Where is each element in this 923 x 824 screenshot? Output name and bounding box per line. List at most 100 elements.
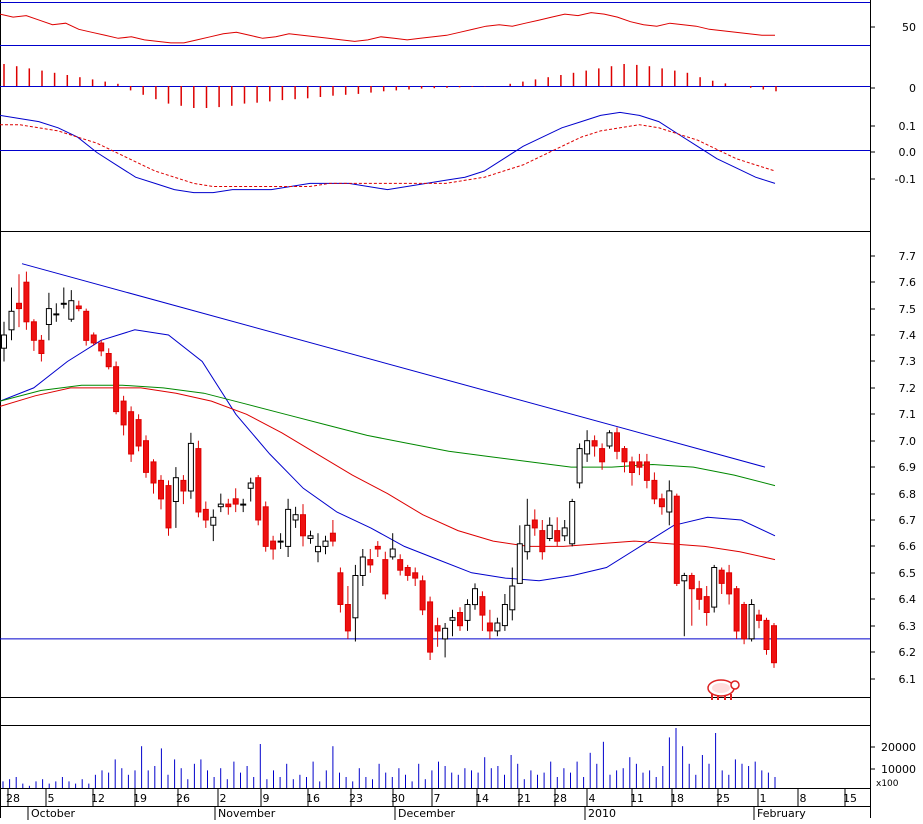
candle-body — [307, 535, 314, 539]
y-tick-label: 7.5 — [899, 303, 917, 316]
y-tick-label: 6.8 — [899, 488, 917, 501]
y-tick-label: 6.5 — [899, 567, 917, 580]
trendline-line — [21, 263, 766, 468]
candle-body — [629, 461, 635, 473]
y-tick-label: 6.7 — [899, 514, 917, 527]
x-tick-label: 19 — [133, 792, 147, 805]
y-tick-label: 7.4 — [899, 329, 917, 342]
candle-body — [8, 310, 15, 331]
candle-body — [479, 596, 486, 616]
moving-average-line — [0, 329, 776, 582]
candle-body — [576, 448, 583, 484]
candle-body — [569, 501, 576, 545]
candle-body — [748, 604, 755, 640]
candle-body — [771, 625, 777, 664]
candle-body — [486, 622, 493, 632]
candle-body — [531, 519, 538, 529]
candle-body — [374, 545, 381, 550]
candle-body — [591, 440, 598, 447]
x-tick-label: 5 — [48, 792, 55, 805]
candle-body — [232, 498, 239, 505]
candle-body — [606, 432, 613, 447]
candle-body — [756, 614, 762, 621]
candle-body — [524, 524, 531, 553]
candle-body — [434, 625, 441, 632]
candle-body — [23, 281, 30, 323]
candle-body — [277, 540, 284, 543]
month-label: February — [757, 807, 806, 820]
candle-body — [16, 302, 22, 310]
candle-body — [673, 495, 680, 584]
candle-body — [472, 588, 478, 606]
x-tick-label: 26 — [176, 792, 190, 805]
candle-body — [120, 400, 127, 426]
candle-body — [98, 342, 105, 352]
y-tick-label: 6.1 — [899, 673, 917, 686]
candle-body — [367, 559, 374, 566]
y-tick-label: 6.9 — [899, 461, 917, 474]
y-tick-label: -0.1 — [895, 173, 916, 186]
month-label: 2010 — [588, 807, 616, 820]
volume-panel — [2, 728, 776, 788]
candle-body — [658, 498, 665, 508]
y-tick-label: 6.2 — [899, 646, 917, 659]
candle-body — [45, 308, 52, 326]
y-tick-label: 0.1 — [899, 120, 917, 133]
candle-body — [38, 339, 45, 354]
x-tick-label: 16 — [306, 792, 320, 805]
candle-body — [651, 479, 658, 500]
candle-body — [561, 527, 568, 537]
candle-body — [703, 596, 710, 613]
candle-body — [494, 622, 501, 632]
candle-body — [359, 556, 366, 576]
candle-body — [60, 302, 67, 305]
bear-logo-icon — [707, 679, 740, 700]
y-tick-label: 6.6 — [899, 540, 917, 553]
candle-body — [262, 506, 269, 547]
y-tick-label: 7.0 — [899, 435, 917, 448]
x-tick-label: 18 — [670, 792, 684, 805]
moving-average-line — [0, 387, 776, 561]
y-tick-label: 7.3 — [899, 355, 917, 368]
x-tick-label: 28 — [553, 792, 567, 805]
candle-body — [733, 588, 740, 632]
x-tick-label: 2 — [220, 792, 227, 805]
x-tick-label: 1 — [760, 792, 767, 805]
macd-histogram-panel — [3, 64, 777, 108]
candle-body — [464, 604, 471, 621]
x-tick-label: 4 — [589, 792, 596, 805]
y-tick-label: 6.3 — [899, 620, 917, 633]
candle-body — [688, 575, 695, 590]
candle-body — [187, 442, 194, 492]
macd-solid-line — [0, 111, 776, 194]
candle-body — [412, 572, 419, 579]
candle-body — [427, 601, 434, 653]
volume-unit-label: x100 — [876, 779, 899, 789]
x-axis-ticks: 28 5 12 19 26 2 9 16 23 30 7 14 21 28 4 11 18 25 1 8 15Octob… — [6, 789, 857, 820]
macd-dashed-line — [0, 124, 776, 187]
candle-body — [83, 310, 90, 341]
candle-body — [247, 482, 254, 489]
x-tick-label: 11 — [630, 792, 644, 805]
candle-body — [337, 572, 344, 605]
y-tick-label: 7.6 — [899, 276, 917, 289]
candle-body — [165, 485, 172, 529]
candle-body — [726, 572, 733, 595]
candle-body — [636, 461, 643, 468]
candle-body — [681, 575, 688, 582]
y-tick-label: 0 — [909, 82, 916, 95]
candle-body — [172, 477, 179, 503]
candle-body — [143, 440, 149, 473]
candle-body — [397, 559, 404, 571]
candle-body — [539, 530, 546, 553]
candle-body — [270, 540, 277, 550]
month-label: October — [31, 807, 75, 820]
y-tick-label: 7.2 — [899, 382, 917, 395]
y-tick-label: 0.0 — [899, 146, 917, 159]
candle-body — [584, 440, 591, 455]
candle-body — [389, 548, 396, 558]
candle-body — [501, 604, 508, 627]
x-tick-label: 15 — [843, 792, 857, 805]
y-axis-ticks: 50 0 0.1 0.0 -0.1 7.7 7.6 7.5 7.4 7.3 7.2 7.1 7.0 6.9… — [870, 21, 916, 789]
candle-body — [643, 461, 650, 481]
